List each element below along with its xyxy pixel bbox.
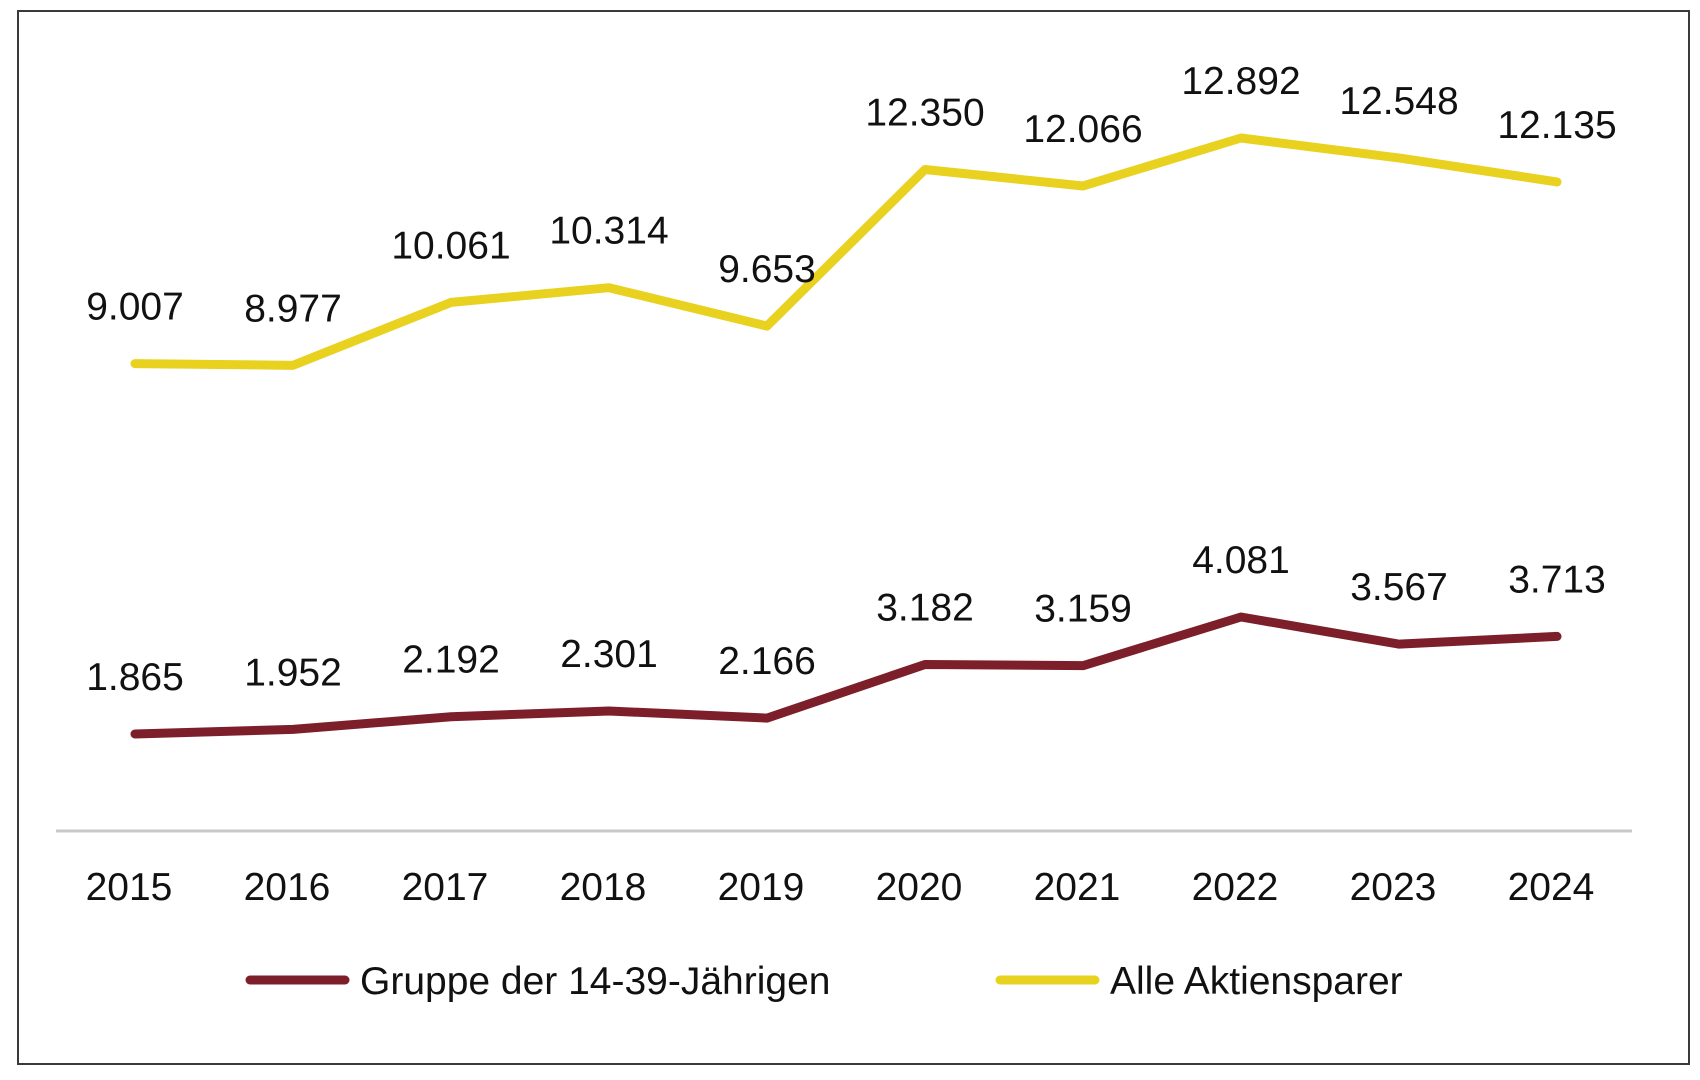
data-label: 12.350 — [865, 91, 984, 134]
x-tick-label: 2017 — [402, 866, 489, 909]
legend-label: Alle Aktiensparer — [1110, 960, 1403, 1003]
x-tick-label: 2023 — [1350, 866, 1437, 909]
data-label: 2.166 — [718, 640, 816, 683]
data-label: 9.007 — [86, 286, 184, 329]
legend-label: Gruppe der 14-39-Jährigen — [360, 960, 830, 1003]
x-tick-label: 2019 — [718, 866, 805, 909]
data-label: 3.713 — [1508, 558, 1606, 601]
data-label: 3.159 — [1034, 588, 1132, 631]
data-label: 10.061 — [391, 224, 510, 267]
legend: Gruppe der 14-39-Jährigen Alle Aktienspar… — [245, 960, 1403, 1003]
x-tick-label: 2022 — [1192, 866, 1279, 909]
x-tick-label: 2020 — [876, 866, 963, 909]
chart-frame — [17, 10, 1690, 1065]
data-label: 12.892 — [1181, 60, 1300, 103]
x-tick-labels: 2015 2016 2017 2018 2019 2020 2021 2022 2023 2024 — [86, 866, 1595, 909]
x-tick-label: 2015 — [86, 866, 173, 909]
data-label: 1.952 — [244, 651, 342, 694]
data-label: 3.567 — [1350, 566, 1448, 609]
x-tick-label: 2018 — [560, 866, 647, 909]
data-labels: 1.865 1.952 2.192 2.301 2.166 3.182 3.159 4.081… — [86, 60, 1616, 699]
x-tick-label: 2016 — [244, 866, 331, 909]
data-label: 2.192 — [402, 639, 500, 682]
data-label: 2.301 — [560, 633, 658, 676]
data-label: 4.081 — [1192, 539, 1290, 582]
x-tick-label: 2021 — [1034, 866, 1121, 909]
data-label: 12.548 — [1339, 80, 1458, 123]
data-label: 12.135 — [1497, 104, 1616, 147]
series-line-gruppe — [130, 612, 1562, 739]
data-label: 10.314 — [549, 210, 668, 253]
series-line-alle — [130, 133, 1562, 370]
data-label: 12.066 — [1023, 108, 1142, 151]
x-tick-label: 2024 — [1508, 866, 1595, 909]
data-label: 1.865 — [86, 656, 184, 699]
series-lines — [130, 133, 1562, 739]
data-label: 9.653 — [718, 248, 816, 291]
data-label: 3.182 — [876, 586, 974, 629]
data-label: 8.977 — [244, 287, 342, 330]
